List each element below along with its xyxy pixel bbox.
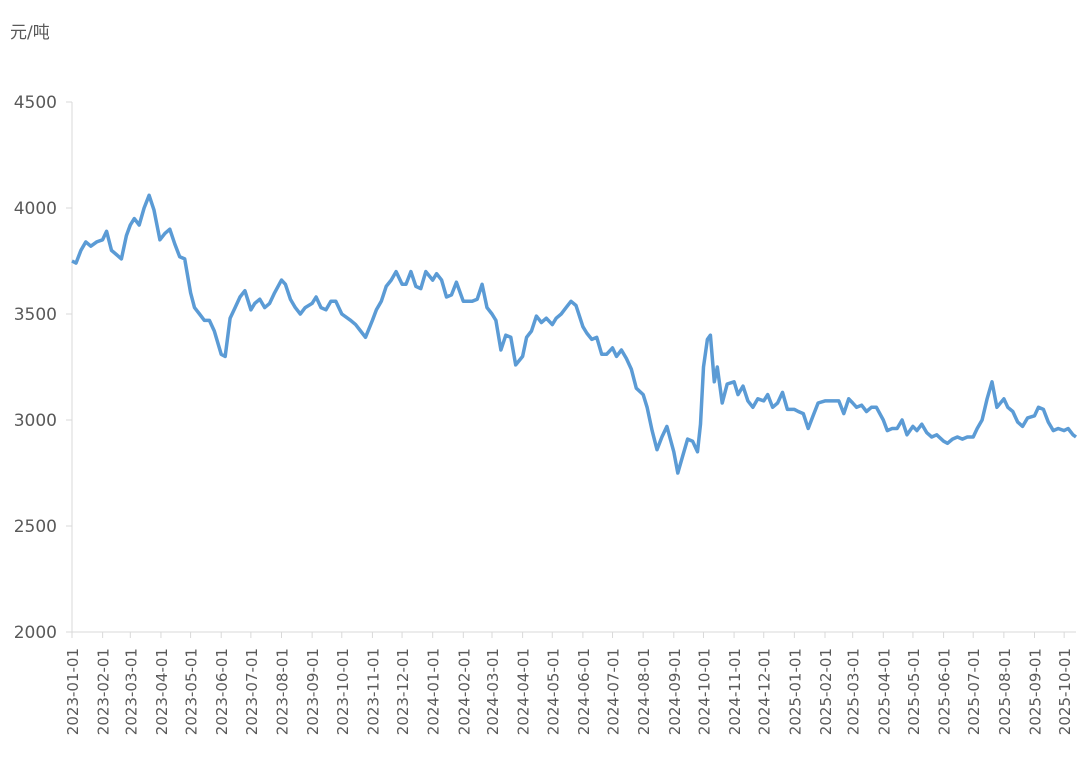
y-tick-label: 3500 bbox=[14, 305, 57, 325]
x-tick-label: 2024-04-01 bbox=[515, 648, 533, 735]
x-tick-label: 2024-06-01 bbox=[575, 648, 593, 735]
x-tick-label: 2025-06-01 bbox=[936, 648, 954, 735]
y-tick-label: 2000 bbox=[14, 623, 57, 643]
x-tick-label: 2025-05-01 bbox=[905, 648, 923, 735]
y-tick-label: 3000 bbox=[14, 411, 57, 431]
x-tick-label: 2025-08-01 bbox=[996, 648, 1014, 735]
x-tick-label: 2023-04-01 bbox=[153, 648, 171, 735]
x-tick-label: 2025-07-01 bbox=[965, 648, 983, 735]
x-tick-label: 2024-03-01 bbox=[484, 648, 502, 735]
y-tick-label: 4500 bbox=[14, 93, 57, 113]
x-tick-label: 2024-12-01 bbox=[756, 648, 774, 735]
x-tick-label: 2024-05-01 bbox=[544, 648, 562, 735]
x-tick-label: 2023-12-01 bbox=[394, 648, 412, 735]
x-tick-label: 2024-09-01 bbox=[666, 648, 684, 735]
x-tick-label: 2023-08-01 bbox=[273, 648, 291, 735]
x-tick-label: 2023-03-01 bbox=[122, 648, 140, 735]
line bbox=[71, 193, 1078, 475]
y-axis-label: 元/吨 bbox=[10, 23, 50, 43]
x-tick-label: 2025-01-01 bbox=[786, 648, 804, 735]
x-tick-label: 2024-02-01 bbox=[455, 648, 473, 735]
x-tick-label: 2023-02-01 bbox=[95, 648, 113, 735]
x-tick-label: 2024-07-01 bbox=[605, 648, 623, 735]
x-tick-label: 2025-09-01 bbox=[1026, 648, 1044, 735]
x-tick-label: 2023-01-01 bbox=[64, 648, 82, 735]
x-tick-label: 2023-06-01 bbox=[213, 648, 231, 735]
x-tick-label: 2025-04-01 bbox=[875, 648, 893, 735]
x-tick-label: 2025-10-01 bbox=[1056, 648, 1074, 735]
x-tick-label: 2023-05-01 bbox=[183, 648, 201, 735]
x-tick-label: 2023-10-01 bbox=[334, 648, 352, 735]
x-tick-label: 2023-11-01 bbox=[364, 648, 382, 735]
y-tick-label: 2500 bbox=[14, 517, 57, 537]
x-tick-label: 2023-07-01 bbox=[243, 648, 261, 735]
x-tick-label: 2024-10-01 bbox=[695, 648, 713, 735]
x-tick-label: 2024-01-01 bbox=[425, 648, 443, 735]
x-tick-label: 2025-02-01 bbox=[817, 648, 835, 735]
x-tick-label: 2025-03-01 bbox=[845, 648, 863, 735]
x-tick-label: 2024-11-01 bbox=[726, 648, 744, 735]
y-tick-label: 4000 bbox=[14, 199, 57, 219]
x-tick-label: 2024-08-01 bbox=[635, 648, 653, 735]
x-tick-label: 2023-09-01 bbox=[304, 648, 322, 735]
